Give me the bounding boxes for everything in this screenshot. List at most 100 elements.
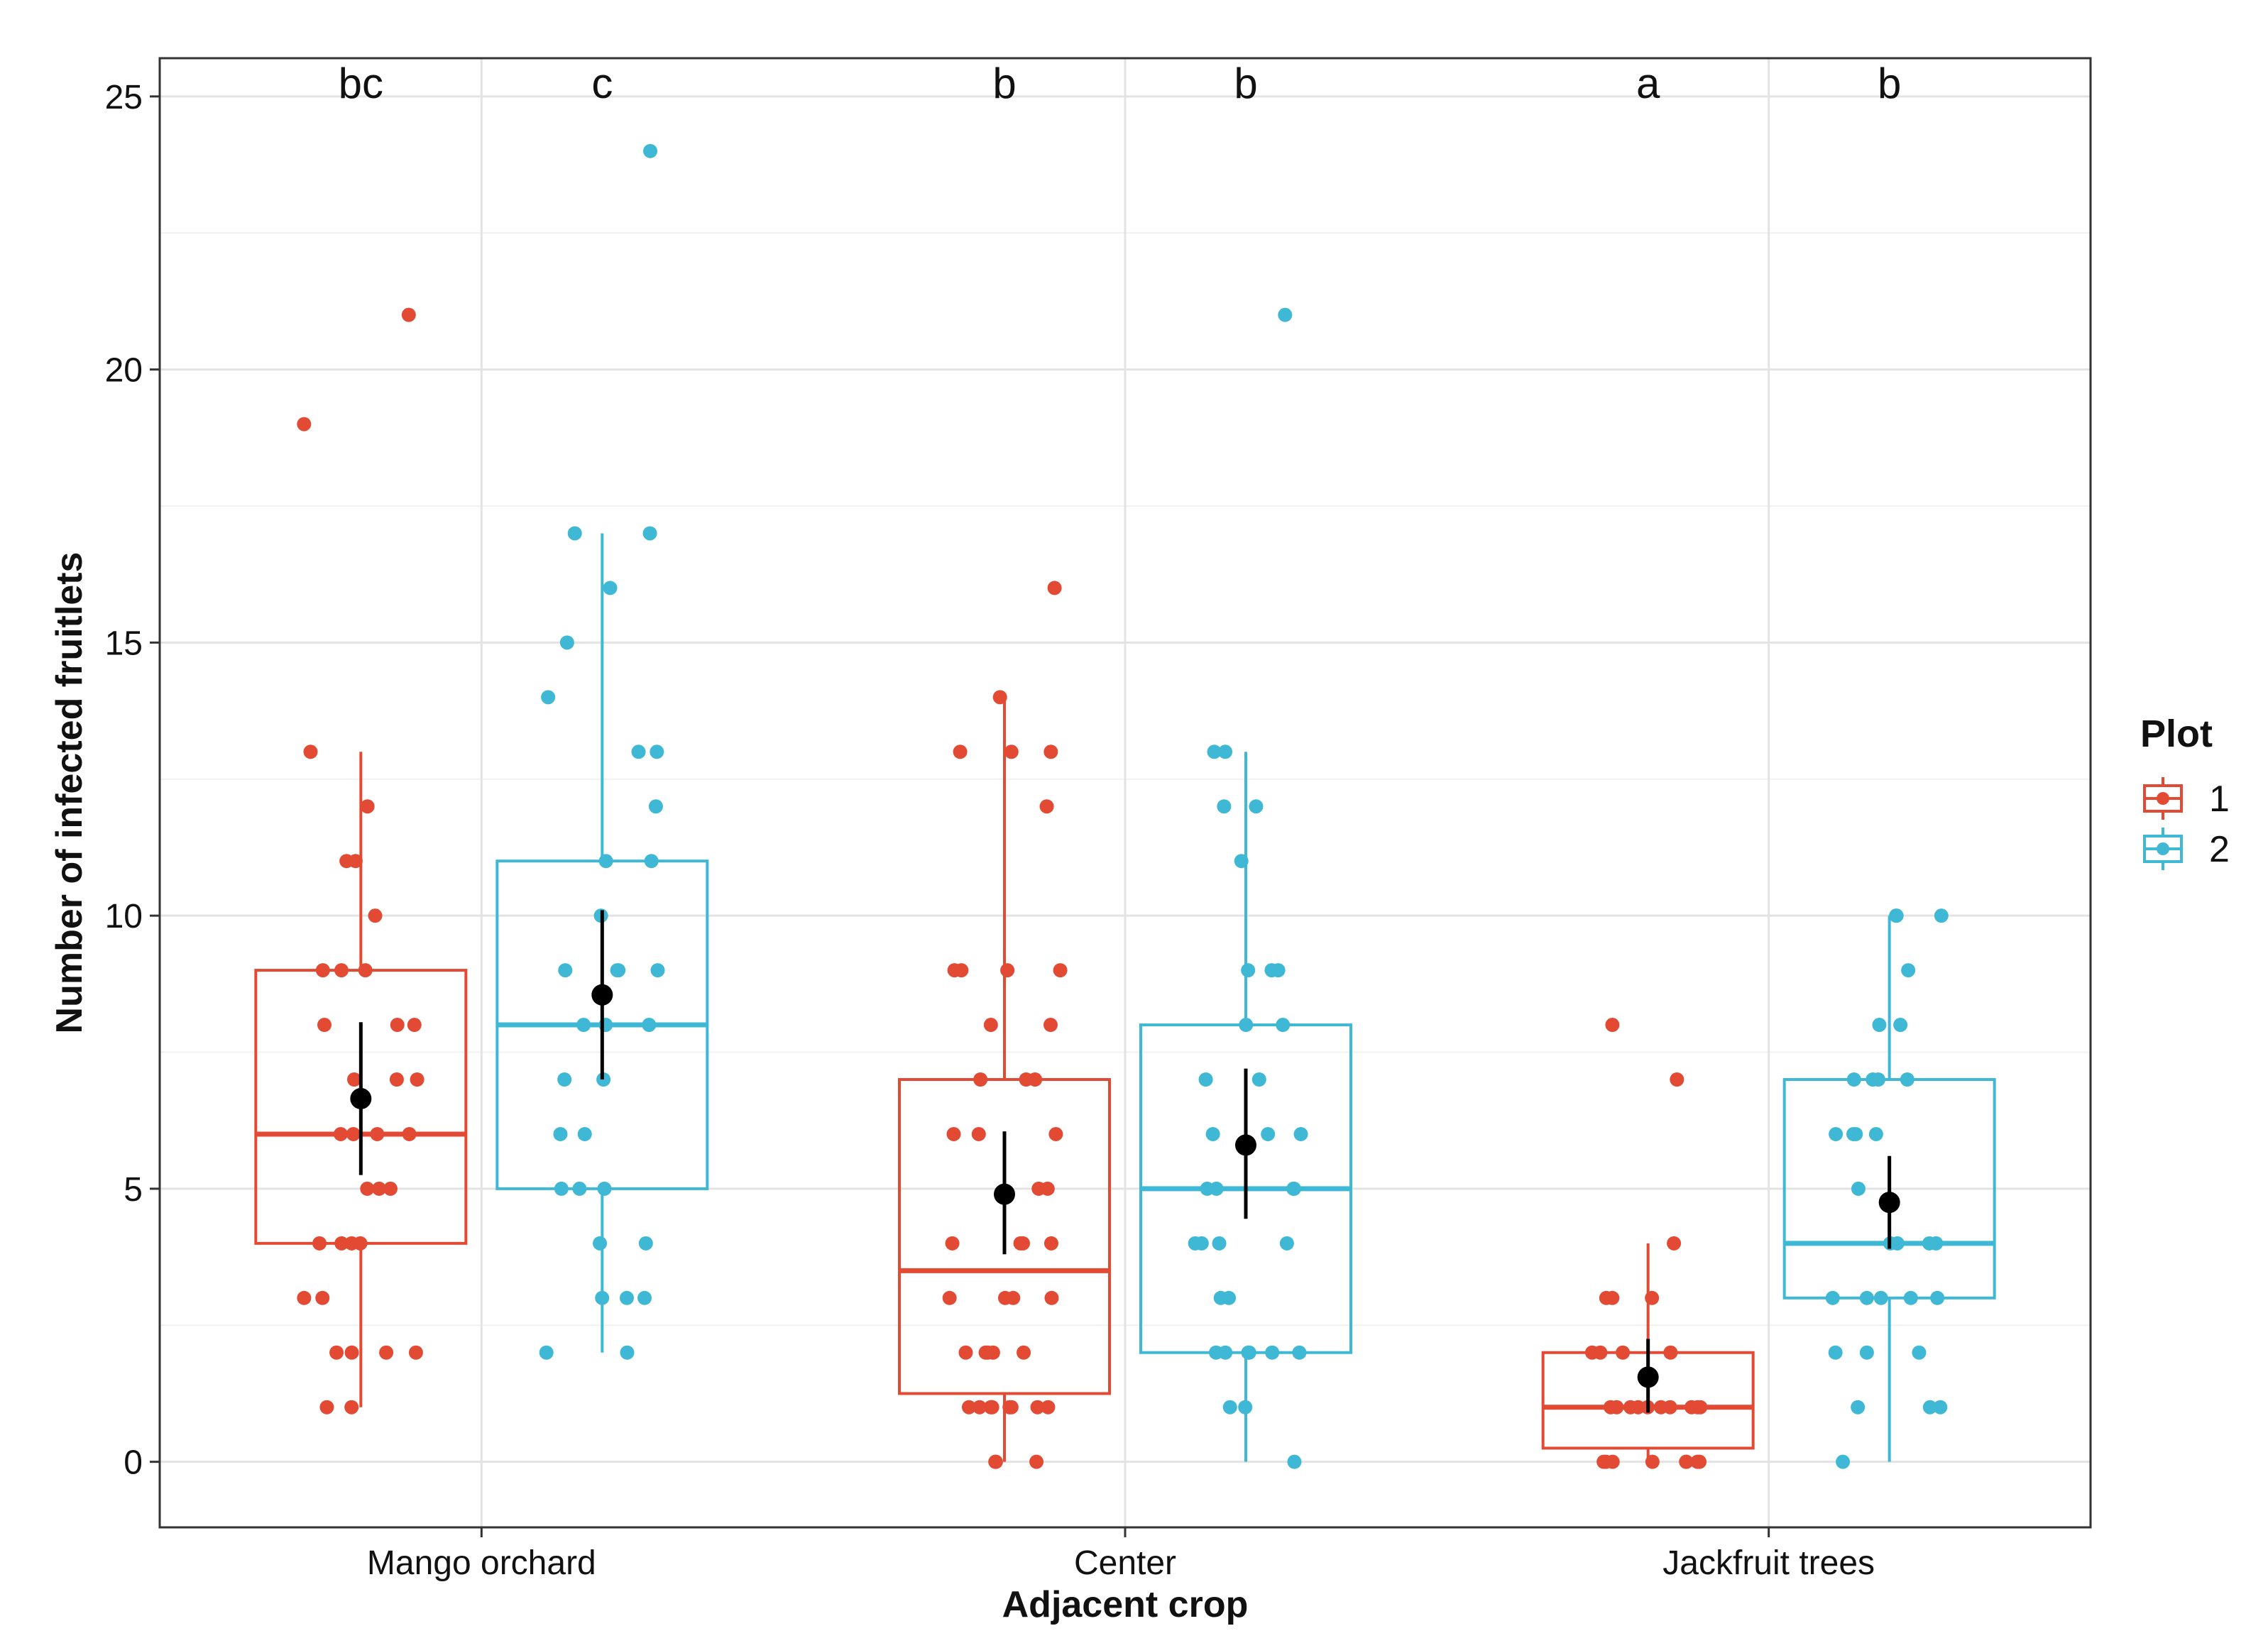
data-point (1851, 1181, 1866, 1196)
data-point (1870, 1072, 1885, 1087)
data-point (961, 1400, 976, 1414)
data-point (319, 1400, 334, 1414)
mean-point (1878, 1192, 1900, 1214)
data-point (1205, 1126, 1220, 1141)
data-point (1930, 1290, 1945, 1305)
data-point (1209, 1345, 1224, 1360)
data-point (1043, 745, 1058, 759)
data-point (942, 1290, 957, 1305)
x-tick-label: Mango orchard (367, 1544, 596, 1582)
data-point (1846, 1072, 1861, 1087)
data-point (576, 1018, 591, 1033)
data-point (344, 1400, 359, 1414)
data-point (988, 1454, 1003, 1469)
data-point (1044, 1290, 1059, 1305)
data-point (329, 1345, 344, 1360)
data-point (945, 1236, 960, 1251)
data-point (946, 1126, 961, 1141)
data-point (1249, 799, 1264, 814)
data-point (1251, 1072, 1266, 1087)
data-point (383, 1181, 398, 1196)
data-point (567, 526, 582, 541)
data-point (368, 908, 383, 923)
data-point (1934, 908, 1949, 923)
data-point (1213, 1290, 1228, 1305)
data-point (360, 799, 375, 814)
data-point (572, 1181, 587, 1196)
data-point (1279, 1236, 1294, 1251)
data-point (1015, 1236, 1030, 1251)
data-point (597, 1181, 612, 1196)
data-point (303, 745, 318, 759)
data-point (1265, 1345, 1280, 1360)
legend-label-1: 1 (2209, 779, 2230, 820)
data-point (1667, 1236, 1682, 1251)
box-group-1: bc (254, 60, 468, 1414)
data-point (644, 854, 659, 869)
data-point (1188, 1236, 1203, 1251)
data-point (1872, 1018, 1887, 1033)
data-point (315, 1290, 330, 1305)
data-point (1238, 1400, 1253, 1414)
data-point (648, 799, 663, 814)
data-point (1599, 1454, 1614, 1469)
data-point (1239, 1018, 1254, 1033)
data-point (333, 1126, 348, 1141)
data-point (642, 526, 657, 541)
data-point (1645, 1454, 1660, 1469)
data-point (1868, 1126, 1883, 1141)
mean-point (350, 1087, 372, 1109)
data-point (1292, 1345, 1307, 1360)
data-point (1605, 1018, 1620, 1033)
data-point (358, 963, 373, 978)
data-point (577, 1126, 592, 1141)
data-point (650, 963, 665, 978)
data-point (1276, 1018, 1291, 1033)
y-tick-label: 10 (105, 898, 143, 935)
data-point (603, 581, 618, 595)
data-point (978, 1345, 993, 1360)
data-point (297, 417, 312, 432)
data-point (1653, 1400, 1668, 1414)
y-axis-title: Number of infected fruitlets (49, 552, 90, 1034)
grid (160, 58, 2091, 1527)
data-point (1631, 1400, 1645, 1414)
data-point (973, 1072, 988, 1087)
data-point (1293, 1126, 1308, 1141)
data-point (643, 143, 658, 158)
data-point (1028, 1072, 1043, 1087)
box-group-1: b (898, 60, 1111, 1469)
data-point (1893, 1018, 1908, 1033)
data-point (1663, 1345, 1678, 1360)
box-group-2: b (1139, 60, 1352, 1469)
data-point (407, 1018, 422, 1033)
data-point (638, 1236, 653, 1251)
data-point (297, 1290, 312, 1305)
data-point (1889, 908, 1904, 923)
data-point (559, 635, 574, 650)
data-point (553, 1126, 568, 1141)
significance-letter: c (591, 60, 613, 107)
data-point (1261, 1126, 1276, 1141)
data-point (1043, 1018, 1058, 1033)
data-point (315, 963, 330, 978)
data-point (317, 1018, 332, 1033)
data-point (401, 307, 416, 322)
y-tick-label: 15 (105, 625, 143, 662)
data-point (1218, 745, 1233, 759)
data-point (1603, 1400, 1618, 1414)
data-point (348, 854, 363, 869)
data-point (620, 1345, 635, 1360)
mean-point (994, 1183, 1015, 1205)
data-point (1848, 1126, 1863, 1141)
plot-marks: bc c b b a b (254, 60, 1996, 1469)
y-tick-label: 5 (124, 1171, 143, 1209)
data-point (1209, 1181, 1224, 1196)
data-point (1241, 1345, 1256, 1360)
data-point (372, 1181, 387, 1196)
axes: 0 5 10 15 20 25 Mango orchard Center Jackfruit t… (105, 79, 1875, 1582)
legend-key-1 (2143, 777, 2183, 820)
data-point (379, 1345, 394, 1360)
data-point (370, 1126, 385, 1141)
